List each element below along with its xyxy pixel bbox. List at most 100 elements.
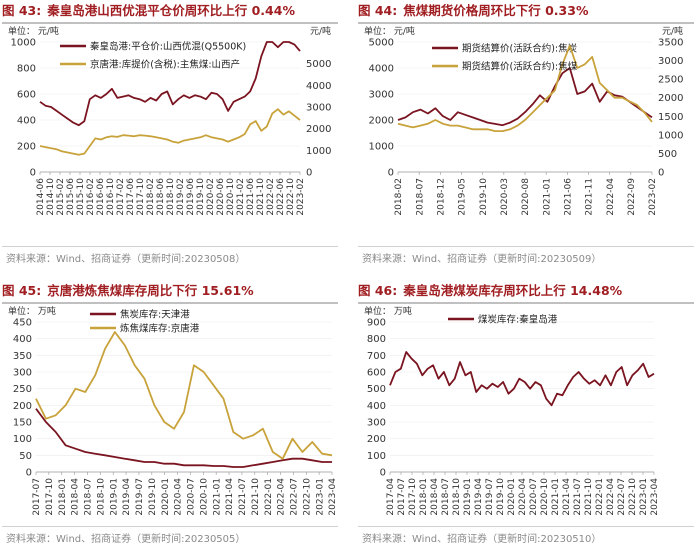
x-tick-label: 2019-01 <box>109 478 119 516</box>
series-line-1 <box>389 351 655 407</box>
y-tick-label-left: 200 <box>367 434 386 445</box>
y-tick-label-left: 3000 <box>369 90 394 101</box>
y-tick-label-left: 5000 <box>369 38 394 49</box>
x-tick-label: 2022-04 <box>606 178 616 216</box>
x-tick-label: 2018-07 <box>415 178 425 216</box>
y-tick-label-left: 4000 <box>369 64 394 75</box>
y-tick-label-right: 2000 <box>306 124 331 135</box>
x-tick-label: 2021-01 <box>551 478 561 516</box>
y-tick-label-left: 1000 <box>11 38 36 49</box>
x-tick-label: 2014-06 <box>36 178 46 216</box>
chart-fig44: 单位： 元/吨 元/吨 0 1000 2000 3000 4000 5000 0 500 1000 1… <box>364 25 683 216</box>
x-tick-label: 2019-07 <box>135 478 145 516</box>
figure-title: 秦皇岛港山西优混平仓价周环比上行 0.44% <box>47 3 295 18</box>
series-line-1 <box>35 408 332 468</box>
x-tick-label: 2021-02 <box>236 178 246 216</box>
y-tick-label-left: 200 <box>17 142 36 153</box>
panel-title: 图 46: 秦皇岛港煤炭库存周环比上行 14.48% <box>358 280 694 304</box>
x-tick-label: 2023-02 <box>296 178 306 216</box>
y-tick-label-left: 800 <box>17 64 36 75</box>
x-tick-label: 2018-06 <box>156 178 166 216</box>
divider <box>2 246 338 247</box>
y-tick-label-right: 4000 <box>306 81 331 92</box>
x-tick-label: 2020-06 <box>216 178 226 216</box>
divider <box>2 526 338 527</box>
x-tick-label: 2021-06 <box>563 178 573 216</box>
x-tick-label: 2017-07 <box>397 478 407 516</box>
panel-fig46: 图 46: 秦皇岛港煤炭库存周环比上行 14.48% 单位： 万吨 0 100 200 3… <box>356 280 696 550</box>
x-tick-label: 2022-07 <box>617 478 627 516</box>
y-tick-label-left: 600 <box>367 368 386 379</box>
y-tick-label-left: 400 <box>13 334 32 345</box>
legend-label: 京唐港:库提价(含税):主焦煤:山西产 <box>90 59 240 71</box>
y-tick-label-left: 900 <box>367 318 386 329</box>
x-tick-label: 2017-06 <box>126 178 136 216</box>
source-note: 资料来源：Wind、招商证券（更新时间:20230509） <box>362 254 602 265</box>
x-tick-label: 2020-04 <box>174 478 184 516</box>
x-tick-label: 2018-01 <box>419 478 429 516</box>
y-tick-label-right: 5000 <box>306 59 331 70</box>
x-tick-label: 2022-01 <box>264 478 274 516</box>
x-tick-label: 2023-04 <box>328 478 338 516</box>
y-tick-label-left: 500 <box>367 384 386 395</box>
x-tick-label: 2017-10 <box>408 478 418 516</box>
y-tick-label-left: 700 <box>367 351 386 362</box>
x-tick-label: 2020-08 <box>521 178 531 216</box>
x-tick-label: 2016-06 <box>96 178 106 216</box>
y-tick-label-left: 450 <box>13 318 32 329</box>
x-tick-label: 2021-11 <box>585 178 595 216</box>
x-tick-label: 2019-05 <box>458 178 468 216</box>
legend-label: 期货结算价(活跃合约):焦煤 <box>462 61 578 73</box>
x-tick-label: 2019-06 <box>186 178 196 216</box>
x-tick-label: 2022-07 <box>290 478 300 516</box>
y-tick-label-right: 0 <box>658 168 664 179</box>
y-tick-label-left: 150 <box>13 418 32 429</box>
y-tick-label-left: 0 <box>30 168 36 179</box>
divider <box>358 526 694 527</box>
x-tick-label: 2022-02 <box>266 178 276 216</box>
panel-title: 图 44: 焦煤期货价格周环比下行 0.33% <box>358 0 694 24</box>
chart-fig45: 单位： 万吨 0 50 100 150 200 250 300 350 400 450 2017-07… <box>8 305 338 516</box>
x-tick-label: 2019-04 <box>474 478 484 516</box>
x-tick-label: 2017-10 <box>45 478 55 516</box>
y-tick-label-right: 3500 <box>658 38 683 49</box>
x-tick-label: 2021-01 <box>542 178 552 216</box>
x-tick-label: 2018-01 <box>58 478 68 516</box>
panel-fig45: 图 45: 京唐港炼焦煤库存周比下行 15.61% 单位： 万吨 0 50 100 150… <box>0 280 340 550</box>
y-tick-label-left: 350 <box>13 351 32 362</box>
x-tick-label: 2021-01 <box>212 478 222 516</box>
panel-fig43: 图 43: 秦皇岛港山西优混平仓价周环比上行 0.44% 单位： 元/吨 元/吨 0 2… <box>0 0 340 270</box>
y-tick-label-right: 1000 <box>658 130 683 141</box>
x-tick-label: 2019-04 <box>122 478 132 516</box>
x-tick-label: 2018-04 <box>430 478 440 516</box>
x-tick-label: 2018-07 <box>441 478 451 516</box>
x-tick-label: 2020-07 <box>529 478 539 516</box>
x-tick-label: 2018-10 <box>166 178 176 216</box>
legend-label: 秦皇岛港:平仓价:山西优混(Q5500K) <box>90 41 246 53</box>
panel-title: 图 43: 秦皇岛港山西优混平仓价周环比上行 0.44% <box>2 0 338 24</box>
chart-fig46: 单位： 万吨 0 100 200 300 400 500 600 700 800 900 2017-0… <box>364 305 660 516</box>
y-tick-label-left: 400 <box>17 116 36 127</box>
x-tick-label: 2018-12 <box>436 178 446 216</box>
unit-label-right: 元/吨 <box>310 25 331 37</box>
x-tick-label: 2019-10 <box>496 478 506 516</box>
divider <box>358 246 694 247</box>
x-tick-label: 2018-04 <box>71 478 81 516</box>
legend-label: 焦炭库存:天津港 <box>120 309 190 321</box>
y-tick-label-right: 1500 <box>658 112 683 123</box>
x-tick-label: 2019-01 <box>463 478 473 516</box>
x-tick-label: 2016-02 <box>86 178 96 216</box>
x-tick-label: 2021-10 <box>251 478 261 516</box>
y-tick-label-right: 3000 <box>306 103 331 114</box>
unit-label-left: 单位： 万吨 <box>8 305 56 317</box>
y-tick-label-left: 1000 <box>369 142 394 153</box>
x-tick-label: 2021-07 <box>238 478 248 516</box>
y-tick-label-right: 2500 <box>658 75 683 86</box>
x-tick-label: 2021-06 <box>246 178 256 216</box>
x-tick-label: 2022-09 <box>627 178 637 216</box>
x-tick-label: 2017-07 <box>32 478 42 516</box>
x-tick-label: 2018-10 <box>96 478 106 516</box>
x-tick-label: 2021-07 <box>573 478 583 516</box>
x-tick-label: 2023-01 <box>315 478 325 516</box>
panel-fig44: 图 44: 焦煤期货价格周环比下行 0.33% 单位： 元/吨 元/吨 0 1000 20… <box>356 0 696 270</box>
